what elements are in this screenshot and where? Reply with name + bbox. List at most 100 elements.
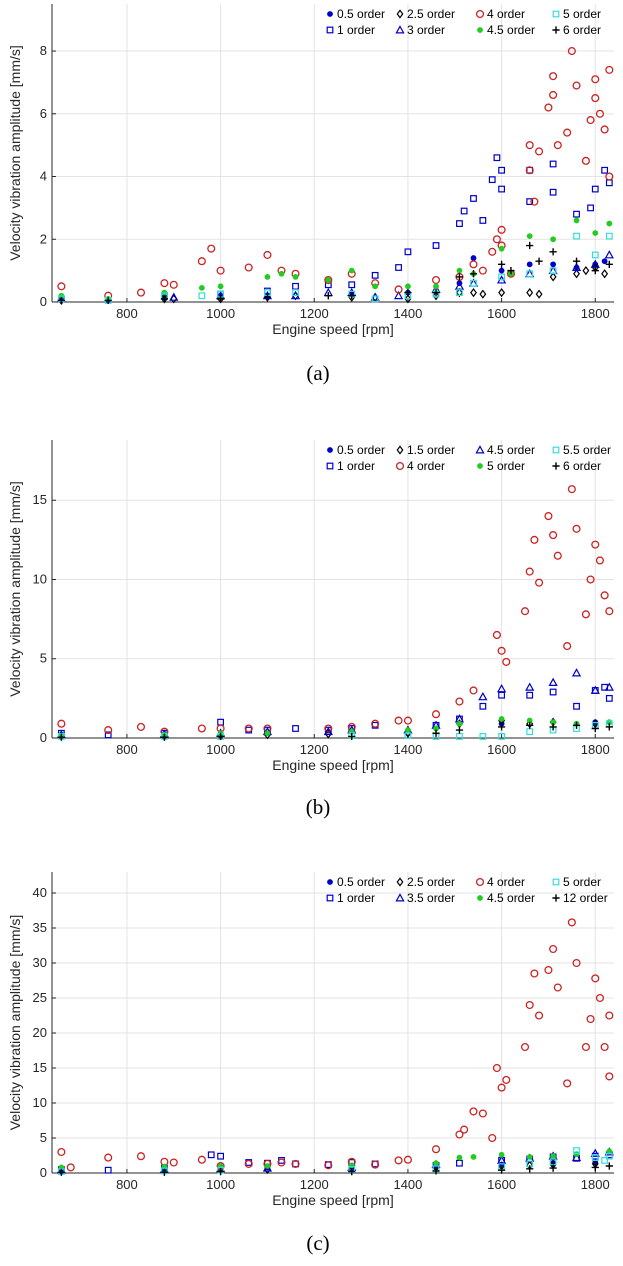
data-point: [456, 1154, 463, 1161]
data-point: [160, 295, 168, 303]
x-tick-label: 1200: [300, 742, 329, 757]
data-point: [292, 282, 299, 290]
data-point: [432, 288, 440, 297]
data-point: [605, 260, 613, 268]
series-12-order: [57, 1162, 613, 1176]
legend-marker: [475, 445, 485, 454]
legend-label: 1 order: [337, 459, 375, 473]
data-point: [498, 273, 505, 281]
data-point: [590, 685, 600, 694]
legend-marker: [395, 461, 405, 471]
series-6-order: [57, 241, 613, 305]
data-point: [591, 1154, 599, 1162]
data-point: [324, 292, 332, 300]
legend-marker: [552, 462, 560, 470]
y-tick-label: 8: [40, 43, 47, 58]
data-point: [498, 166, 505, 174]
data-point: [57, 733, 65, 741]
x-tick-label: 1600: [487, 742, 516, 757]
data-point: [432, 242, 440, 249]
data-point: [57, 1168, 65, 1176]
data-point: [550, 1153, 557, 1160]
data-point: [507, 267, 515, 275]
data-point: [526, 270, 534, 278]
data-point: [493, 154, 501, 162]
data-point: [136, 722, 146, 731]
legend-label: 6 order: [563, 459, 601, 473]
data-point: [606, 220, 613, 227]
y-tick-label: 2: [40, 231, 47, 246]
data-point: [567, 47, 576, 56]
x-axis-label: Engine speed [rpm]: [272, 321, 393, 337]
data-point: [525, 166, 534, 175]
y-tick-label: 0: [40, 1165, 47, 1180]
x-tick-label: 1800: [581, 306, 610, 321]
data-point: [456, 720, 463, 727]
data-point: [479, 217, 487, 224]
x-axis-label: Engine speed [rpm]: [272, 757, 393, 773]
data-point: [526, 721, 534, 729]
data-point: [573, 1151, 580, 1157]
data-point: [469, 686, 478, 695]
data-point: [278, 270, 285, 277]
data-point: [169, 280, 178, 289]
data-point: [535, 289, 543, 299]
x-tick-label: 800: [116, 306, 138, 321]
data-point: [348, 1168, 356, 1176]
data-point: [169, 1158, 178, 1167]
data-point: [601, 258, 608, 265]
legend-marker: [552, 894, 560, 902]
data-point: [553, 983, 562, 992]
data-point: [292, 274, 299, 280]
data-point: [591, 94, 600, 103]
series-4-order: [57, 485, 614, 736]
legend: 0.5 order 1 order 1.5 order 4 order 4.5 orde…: [326, 443, 611, 473]
legend-label: 1 order: [337, 891, 375, 905]
y-tick-label: 5: [40, 651, 47, 666]
legend-label: 5.5 order: [563, 443, 611, 457]
data-point: [600, 1042, 609, 1052]
data-point: [498, 723, 506, 731]
data-point: [292, 289, 299, 296]
x-tick-label: 1200: [300, 306, 329, 321]
data-point: [488, 176, 496, 184]
y-tick-label: 6: [40, 106, 47, 121]
data-point: [526, 287, 534, 298]
data-point: [432, 729, 440, 737]
data-point: [592, 230, 599, 236]
data-point: [479, 733, 487, 740]
data-point: [591, 185, 599, 193]
x-tick-label: 1600: [487, 306, 516, 321]
data-point: [605, 65, 614, 74]
legend-label: 4 order: [407, 459, 445, 473]
data-point: [496, 684, 507, 693]
data-point: [591, 267, 599, 275]
data-point: [57, 1147, 66, 1157]
y-tick-label: 25: [33, 990, 47, 1005]
figure-caption: (c): [306, 1231, 329, 1255]
data-point: [604, 682, 614, 691]
data-point: [601, 269, 609, 279]
data-point: [160, 279, 169, 288]
data-point: [348, 732, 356, 741]
data-point: [492, 1063, 501, 1073]
data-point: [371, 1160, 380, 1169]
data-point: [431, 710, 441, 719]
data-point: [216, 266, 225, 275]
data-point: [217, 283, 224, 290]
legend-marker: [552, 878, 560, 886]
data-point: [549, 267, 557, 275]
data-point: [456, 267, 463, 274]
data-point: [573, 217, 580, 224]
legend-label: 4.5 order: [487, 23, 535, 37]
data-point: [197, 724, 206, 733]
data-point: [370, 292, 380, 301]
data-point: [530, 197, 539, 206]
data-point: [553, 141, 562, 150]
data-point: [525, 1000, 534, 1010]
data-point: [244, 1159, 253, 1168]
legend-label: 2.5 order: [407, 7, 455, 21]
data-point: [217, 1168, 225, 1176]
data-point: [586, 116, 595, 125]
data-point: [595, 109, 604, 118]
